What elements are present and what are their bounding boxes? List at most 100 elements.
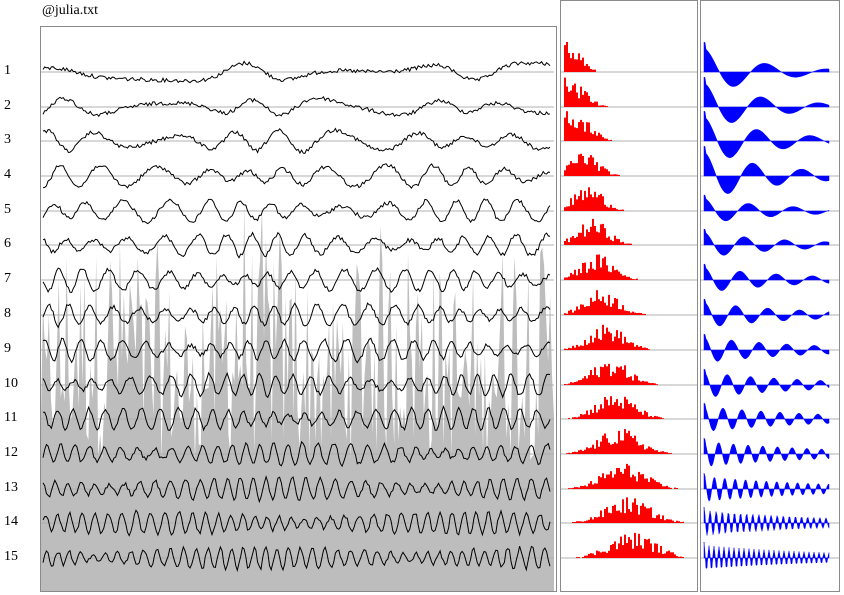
spectrum-bar — [620, 331, 622, 350]
spectrum-bar — [576, 59, 578, 72]
spectrum-bar — [628, 509, 630, 523]
spectrum-bar — [608, 140, 610, 141]
spectrum-bar — [578, 309, 580, 315]
spectrum-bar — [566, 453, 568, 454]
spectrum-bar — [658, 416, 660, 419]
spectrum-bar — [638, 312, 640, 315]
spectrum-bar — [568, 488, 570, 489]
spectrum-bar — [584, 91, 586, 107]
spectrum-bar — [592, 69, 594, 72]
spectrum-bar — [586, 64, 588, 72]
spectrum-bar — [584, 190, 586, 211]
spectrum-bar — [636, 441, 638, 454]
spectrum-bar — [616, 269, 618, 280]
spectrum-bar — [582, 451, 584, 454]
signal-components-panel — [40, 26, 557, 592]
spectrum-bar — [574, 522, 576, 523]
spectrum-bar — [574, 163, 576, 176]
spectrum-bar — [568, 123, 570, 141]
spectrum-bar — [590, 335, 592, 350]
spectrum-bar — [626, 543, 628, 558]
file-name-label: @julia.txt — [42, 3, 99, 18]
row-label: 1 — [4, 63, 11, 78]
autocorrelation-area — [703, 368, 830, 397]
spectrum-bar — [576, 92, 578, 107]
spectrum-bar — [630, 511, 632, 523]
spectrum-bar — [570, 58, 572, 72]
spectrum-bar — [628, 377, 630, 385]
spectrum-bar — [612, 265, 614, 280]
spectrum-bar — [582, 486, 584, 489]
spectrum-bar — [574, 127, 576, 141]
spectrum-bar — [588, 306, 590, 315]
spectrum-bar — [648, 382, 650, 385]
spectrum-bar — [578, 122, 580, 141]
spectrum-bar — [674, 522, 676, 523]
spectrum-bar — [564, 384, 566, 385]
spectrum-bar — [568, 206, 570, 211]
spectrum-bar — [624, 310, 626, 315]
component-series-line — [42, 475, 551, 504]
spectrum-bar — [622, 473, 624, 489]
spectrum-bar — [610, 139, 612, 141]
spectrum-bar — [646, 348, 648, 350]
spectrum-bar — [626, 276, 628, 280]
spectrum-bar — [650, 477, 652, 489]
spectrum-bar — [580, 485, 582, 489]
spectrum-bar — [658, 482, 660, 489]
spectrum-bar — [630, 436, 632, 454]
spectrum-bar — [600, 267, 602, 280]
spectrum-bar — [658, 452, 660, 454]
spectrum-bar — [674, 554, 676, 558]
spectrum-bar — [594, 405, 596, 419]
spectrum-bar — [604, 433, 606, 454]
spectrum-bar — [622, 369, 624, 385]
spectrum-bar — [612, 207, 614, 211]
spectrum-bar — [568, 91, 570, 107]
spectrum-bar — [592, 413, 594, 419]
spectrum-bar — [652, 417, 654, 419]
spectrum-bar — [578, 98, 580, 107]
spectrum-bar — [676, 520, 678, 523]
spectrum-bar — [650, 447, 652, 454]
spectrum-bar — [656, 384, 658, 385]
spectrum-bar — [572, 382, 574, 385]
spectrum-bar — [584, 262, 586, 280]
spectrum-bar — [626, 399, 628, 419]
spectrum-bar — [606, 237, 608, 245]
spectrum-bar — [660, 483, 662, 489]
spectrum-bar — [632, 342, 634, 350]
spectrum-bar — [648, 482, 650, 489]
spectrum-bar — [644, 506, 646, 523]
spectrum-bar — [576, 163, 578, 176]
spectrum-bar — [666, 551, 668, 558]
spectrum-bar — [576, 199, 578, 211]
spectrum-bar — [636, 545, 638, 558]
spectrum-bar — [586, 378, 588, 385]
spectrum-bar — [578, 53, 580, 72]
spectrum-bar — [616, 510, 618, 523]
spectrum-bar — [606, 265, 608, 280]
spectrum-bar — [642, 380, 644, 385]
spectrum-bar — [642, 414, 644, 419]
spectrum-bar — [628, 465, 630, 489]
spectrum-bar — [588, 232, 590, 245]
spectrum-bar — [620, 471, 622, 489]
spectrum-bar — [656, 515, 658, 523]
spectrum-bar — [586, 197, 588, 211]
spectrum-bar — [606, 138, 608, 141]
spectrum-bar — [592, 102, 594, 107]
spectrum-bar — [608, 405, 610, 419]
spectrum-bar — [618, 468, 620, 489]
spectrum-bar — [592, 218, 594, 245]
spectrum-bar — [618, 271, 620, 280]
spectrum-bar — [644, 347, 646, 350]
spectrum-bar — [672, 520, 674, 523]
component-series-line — [42, 545, 551, 573]
spectrum-bar — [626, 310, 628, 315]
spectrum-bar — [610, 376, 612, 385]
autocorrelation-area — [703, 472, 830, 502]
spectrum-bar — [576, 452, 578, 454]
spectrum-bar — [590, 553, 592, 558]
signal-components-plot — [41, 60, 554, 591]
